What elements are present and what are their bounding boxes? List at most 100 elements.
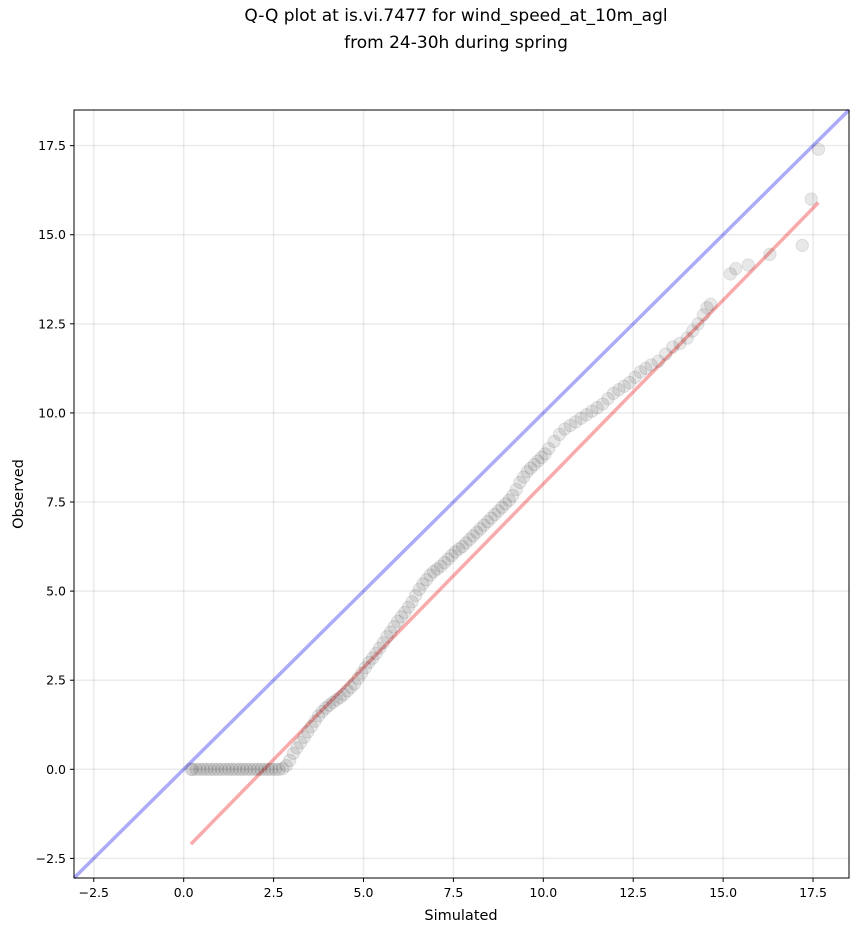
qq-point [369, 646, 383, 661]
qq-point [473, 522, 488, 536]
qq-point [272, 762, 286, 777]
qq-point [547, 434, 561, 449]
qq-point [729, 261, 743, 276]
qq-point [236, 762, 250, 777]
identity-line [72, 108, 851, 880]
x-tick-label: −2.5 [79, 885, 109, 900]
qq-point [673, 336, 687, 351]
qq-point [484, 511, 498, 525]
qq-point [286, 746, 301, 760]
x-tick-label: 12.5 [619, 885, 647, 900]
qq-point [534, 450, 549, 465]
qq-point [261, 762, 275, 777]
qq-point [452, 542, 466, 556]
qq-point [232, 762, 247, 777]
qq-point [538, 447, 552, 461]
qq-point [644, 358, 658, 372]
qq-point [612, 383, 626, 397]
qq-point [225, 762, 239, 777]
qq-point [290, 741, 304, 755]
qq-point [301, 725, 315, 739]
qq-point [680, 331, 694, 345]
qq-point [372, 641, 387, 655]
qq-point [185, 762, 200, 777]
x-axis-label: Simulated [424, 908, 497, 924]
qq-point [254, 762, 268, 777]
x-tick-label: 10.0 [529, 885, 557, 900]
qq-point [488, 507, 502, 522]
qq-point [444, 548, 459, 563]
chart-title: Q-Q plot at is.vi.7477 for wind_speed_at… [244, 6, 667, 26]
qq-point [811, 142, 826, 156]
qq-point [459, 536, 473, 550]
qq-point [355, 666, 369, 680]
qq-point [297, 730, 311, 744]
qq-point [622, 375, 637, 390]
qq-point [741, 258, 756, 272]
qq-point [531, 454, 545, 468]
qq-point [322, 698, 337, 712]
qq-point [506, 488, 520, 503]
fit-line [189, 201, 820, 846]
y-tick-label: 0.0 [46, 762, 66, 777]
qq-point [658, 347, 673, 361]
x-tick-label: 2.5 [264, 885, 284, 900]
x-tick-label: 17.5 [799, 885, 827, 900]
qq-point [574, 411, 588, 425]
qq-point [416, 577, 430, 591]
qq-point [351, 671, 365, 686]
qq-point [362, 655, 376, 670]
qq-point [405, 595, 419, 609]
qq-point [595, 397, 610, 411]
plot-frame [73, 109, 850, 879]
qq-point [568, 415, 583, 429]
qq-point [304, 719, 319, 734]
y-axis-label: Observed [11, 459, 27, 529]
qq-point [329, 693, 344, 707]
qq-point [283, 753, 297, 768]
qq-point [524, 461, 538, 475]
grid-lines [74, 110, 849, 878]
x-tick-label: 0.0 [174, 885, 194, 900]
qq-point [804, 192, 818, 206]
qq-point [502, 493, 516, 507]
y-axis-ticks: −2.5 0.0 2.5 5.0 7.5 10.0 12.5 15.0 17.5 [36, 138, 74, 866]
qq-points [184, 142, 826, 777]
qq-point [462, 532, 477, 547]
reference-lines [72, 108, 851, 880]
qq-point [763, 247, 777, 262]
qq-point [250, 762, 265, 777]
qq-point [326, 695, 340, 710]
qq-point [723, 267, 738, 281]
qq-point [585, 404, 599, 418]
qq-point [617, 379, 631, 393]
qq-point [221, 762, 236, 777]
qq-point [214, 762, 229, 777]
qq-point [398, 605, 412, 620]
qq-point [203, 762, 218, 777]
qq-point [579, 408, 594, 422]
qq-point [358, 661, 372, 675]
chart-subtitle: from 24-30h during spring [344, 33, 568, 53]
qq-point [448, 545, 462, 559]
qq-point [437, 555, 452, 570]
qq-point [480, 514, 495, 529]
qq-point [470, 525, 484, 540]
qq-point [558, 422, 572, 436]
qq-point [639, 361, 653, 376]
x-tick-label: 5.0 [354, 885, 374, 900]
qq-point [477, 518, 491, 532]
qq-point [466, 529, 480, 543]
qq-point [308, 714, 322, 728]
qq-point [606, 386, 621, 401]
qq-point [520, 465, 534, 479]
qq-point [243, 762, 257, 777]
qq-point [509, 482, 524, 497]
qq-point [265, 762, 279, 777]
qq-point [491, 504, 506, 518]
qq-point [218, 762, 232, 777]
x-tick-label: 7.5 [443, 885, 463, 900]
qq-point [207, 762, 221, 777]
qq-point [542, 441, 556, 456]
qq-point [434, 559, 448, 573]
